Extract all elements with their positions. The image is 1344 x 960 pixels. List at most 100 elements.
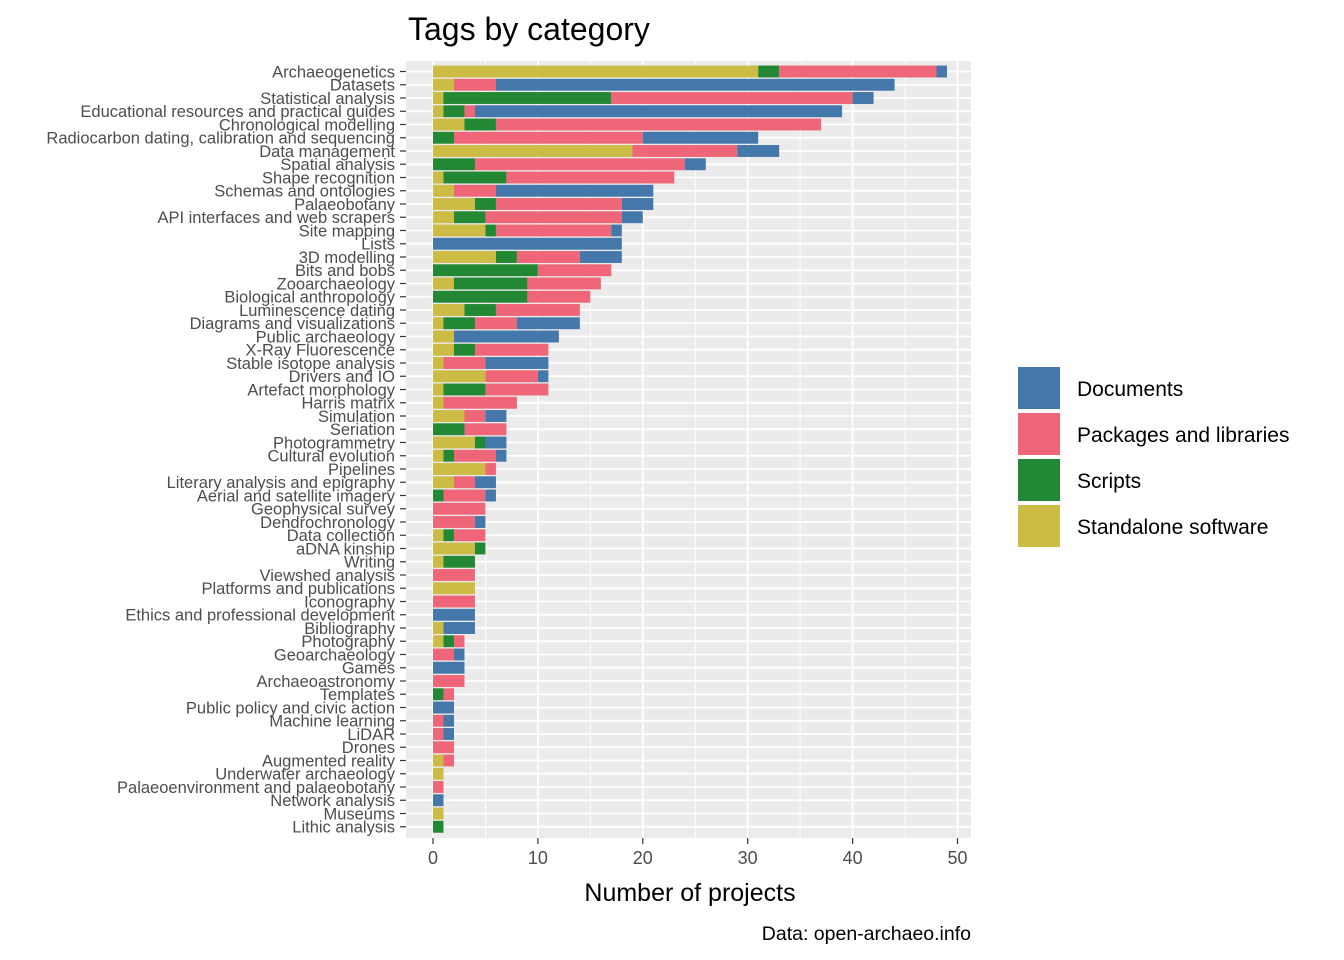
bar-segment-packages-and-libraries bbox=[443, 489, 486, 502]
y-tick-label: Augmented reality bbox=[262, 752, 396, 770]
bar-segment-documents bbox=[443, 728, 454, 740]
bar-segment-packages-and-libraries bbox=[474, 343, 549, 356]
bar-segment-standalone-software bbox=[433, 383, 444, 396]
y-tick-label: Drones bbox=[342, 739, 395, 757]
bar-segment-scripts bbox=[433, 264, 538, 277]
bar-segment-packages-and-libraries bbox=[433, 741, 454, 754]
bar-segment-documents bbox=[433, 608, 475, 621]
y-tick-label: Harris matrix bbox=[302, 395, 396, 413]
bar-segment-packages-and-libraries bbox=[443, 357, 486, 369]
bar-segment-documents bbox=[485, 489, 496, 502]
bar-segment-scripts bbox=[433, 820, 444, 833]
bar-segment-standalone-software bbox=[433, 145, 633, 157]
gridlines bbox=[406, 61, 971, 838]
bar-segment-documents bbox=[485, 410, 507, 422]
bar-segment-documents bbox=[516, 317, 580, 330]
y-tick-label: Ethics and professional development bbox=[125, 607, 395, 625]
y-tick-label: Public archaeology bbox=[256, 328, 396, 346]
bar-segment-packages-and-libraries bbox=[433, 516, 475, 528]
bar-segment-standalone-software bbox=[433, 582, 475, 595]
y-tick-label: Zooarchaeology bbox=[277, 275, 396, 293]
bar-segment-standalone-software bbox=[433, 224, 486, 237]
y-tick-label: Diagrams and visualizations bbox=[190, 315, 395, 333]
y-tick-label: Photogrammetry bbox=[273, 434, 396, 452]
bar-segment-scripts bbox=[443, 555, 475, 568]
y-tick-label: Lists bbox=[361, 236, 395, 254]
y-tick-label: Schemas and ontologies bbox=[214, 183, 395, 201]
bar-segment-documents bbox=[474, 476, 496, 489]
y-tick-label: Bits and bobs bbox=[295, 262, 395, 280]
bar-segment-documents bbox=[852, 92, 874, 104]
bar-segment-scripts bbox=[758, 65, 780, 78]
x-tick-label: 20 bbox=[633, 848, 653, 868]
bar-segment-standalone-software bbox=[433, 463, 486, 475]
bar-segment-standalone-software bbox=[433, 622, 444, 634]
bar-segment-packages-and-libraries bbox=[433, 569, 475, 581]
y-tick-label: Radiocarbon dating, calibration and sequ… bbox=[46, 130, 395, 148]
y-tick-label: Seriation bbox=[330, 421, 395, 439]
bar-segment-standalone-software bbox=[433, 105, 444, 118]
legend-label: Packages and libraries bbox=[1077, 424, 1289, 447]
bar-segment-scripts bbox=[443, 105, 465, 118]
bar-segment-scripts bbox=[485, 224, 496, 237]
bar-segment-documents bbox=[495, 449, 507, 462]
bar-segment-standalone-software bbox=[433, 92, 444, 104]
bar-segment-packages-and-libraries bbox=[474, 317, 517, 330]
x-axis: 0 10 20 30 40 50 bbox=[428, 838, 968, 868]
y-tick-label: Pipelines bbox=[328, 461, 395, 479]
bar-segment-standalone-software bbox=[433, 635, 444, 648]
y-tick-label: Artefact morphology bbox=[247, 381, 395, 399]
bar-segment-packages-and-libraries bbox=[433, 714, 444, 727]
x-tick-label: 0 bbox=[428, 848, 438, 868]
bar-segment-scripts bbox=[433, 688, 444, 701]
y-tick-label: Data management bbox=[259, 143, 395, 161]
bar-segment-packages-and-libraries bbox=[506, 171, 675, 184]
bar-segment-standalone-software bbox=[433, 449, 444, 462]
bar-segment-scripts bbox=[433, 158, 475, 171]
bar-segment-standalone-software bbox=[433, 184, 454, 197]
y-tick-label: Games bbox=[342, 660, 395, 678]
bar-segment-standalone-software bbox=[433, 65, 759, 78]
bar-segment-standalone-software bbox=[433, 396, 444, 409]
y-tick-label: Drivers and IO bbox=[289, 368, 396, 386]
bar-segment-packages-and-libraries bbox=[453, 476, 475, 489]
bar-segment-documents bbox=[453, 648, 465, 661]
bar-segment-standalone-software bbox=[433, 357, 444, 369]
y-tick-label: Archaeogenetics bbox=[272, 63, 395, 81]
y-tick-label: Network analysis bbox=[270, 792, 395, 810]
bar-segment-packages-and-libraries bbox=[433, 648, 454, 661]
y-tick-label: Spatial analysis bbox=[280, 156, 395, 174]
legend-key-packages-and-libraries bbox=[1018, 413, 1060, 455]
y-tick-label: Underwater archaeology bbox=[215, 766, 396, 784]
bar-segment-packages-and-libraries bbox=[537, 264, 612, 277]
bar-segment-packages-and-libraries bbox=[453, 131, 643, 144]
bar-segment-packages-and-libraries bbox=[453, 529, 486, 542]
bar-segment-documents bbox=[443, 622, 475, 634]
bar-segment-packages-and-libraries bbox=[443, 754, 454, 767]
bar-segment-packages-and-libraries bbox=[464, 410, 486, 422]
bar-segment-standalone-software bbox=[433, 542, 475, 555]
bar-segment-documents bbox=[537, 370, 549, 383]
bar-segment-packages-and-libraries bbox=[495, 198, 622, 210]
y-tick-label: Writing bbox=[344, 554, 395, 572]
bar-segment-packages-and-libraries bbox=[779, 65, 937, 78]
x-tick-label: 50 bbox=[947, 848, 967, 868]
bar-segment-documents bbox=[495, 78, 895, 91]
legend-key-scripts bbox=[1018, 459, 1060, 501]
bar-segment-documents bbox=[621, 198, 654, 210]
bar-segment-standalone-software bbox=[433, 171, 444, 184]
bar-segment-scripts bbox=[474, 198, 496, 210]
bar-segment-standalone-software bbox=[433, 118, 465, 131]
bar-segment-packages-and-libraries bbox=[527, 277, 601, 290]
bar-segment-documents bbox=[433, 661, 465, 674]
y-tick-label: Museums bbox=[323, 805, 395, 823]
bar-segment-scripts bbox=[443, 529, 454, 542]
y-tick-label: API interfaces and web scrapers bbox=[157, 209, 395, 227]
bar-segment-packages-and-libraries bbox=[611, 92, 853, 104]
y-tick-label: Dendrochronology bbox=[260, 514, 396, 532]
bar-segment-packages-and-libraries bbox=[464, 105, 475, 118]
bar-segment-standalone-software bbox=[433, 277, 454, 290]
bar-segment-standalone-software bbox=[433, 317, 444, 330]
y-tick-label: Data collection bbox=[287, 527, 395, 545]
